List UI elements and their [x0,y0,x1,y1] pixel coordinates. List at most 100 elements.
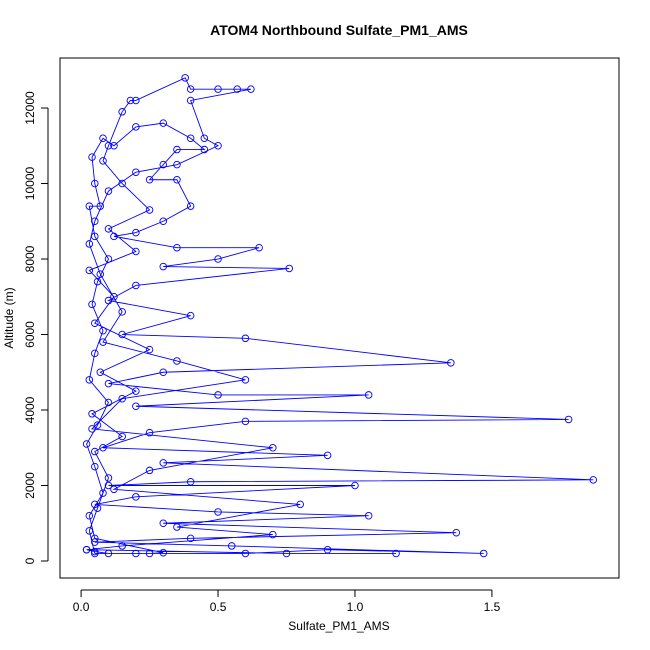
data-point [159,160,168,169]
data-point [132,387,140,395]
data-point [110,293,118,301]
data-point [91,547,99,556]
data-point [91,500,99,509]
data-point [99,326,107,335]
data-point [186,96,195,105]
data-point [269,444,277,452]
data-point [91,217,99,226]
y-tick-label: 4000 [23,396,37,423]
data-point [85,527,94,535]
data-point [214,85,222,93]
data-point [104,142,113,150]
data-point [85,266,94,275]
data-point [145,175,154,184]
x-tick-label: 1.5 [484,600,501,614]
data-point [132,168,140,176]
data-point [88,153,96,161]
data-point [118,330,126,339]
y-tick-label: 8000 [23,245,37,272]
data-point [96,202,105,210]
data-point [159,217,168,226]
data-point [233,85,241,93]
data-point [88,300,96,309]
data-point [200,145,209,154]
data-point [91,447,99,456]
data-point [82,440,91,448]
x-axis-label: Sulfate_PM1_AMS [288,619,389,633]
data-point [91,462,99,471]
data-point [118,108,126,116]
data-point [99,134,107,142]
data-point [255,243,263,252]
data-point [104,255,113,263]
data-point [241,334,250,343]
data-point [181,74,189,82]
data-point [104,296,113,305]
data-point [200,134,209,142]
data-point [118,542,126,550]
data-point [110,232,118,241]
data-point [159,119,168,127]
data-point [132,281,140,290]
data-point [91,179,99,188]
data-point [159,459,168,467]
data-point [447,359,455,367]
data-point [132,493,140,501]
data-point [285,264,293,273]
data-point [159,548,168,557]
data-point [85,202,94,210]
data-point [104,187,113,195]
data-point [173,175,181,184]
data-point [145,345,154,354]
data-point [173,523,181,531]
data-point [91,538,99,546]
data-point [118,179,126,188]
data-point [282,549,291,558]
x-tick-label: 0.0 [73,600,90,614]
data-point [85,511,94,520]
data-point [110,142,118,150]
data-point [96,368,105,377]
data-point [85,240,94,248]
y-tick-label: 0 [23,557,37,564]
data-point [91,549,99,558]
y-axis-label: Altitude (m) [2,287,16,348]
data-point [214,142,222,150]
data-point [126,96,135,105]
data-line [86,77,594,554]
data-point [186,202,195,210]
data-point [110,485,118,494]
data-point [132,228,140,237]
data-point [99,157,107,165]
data-point [241,417,250,426]
data-point [247,85,255,93]
data-point [91,319,99,327]
plot-frame [59,57,620,579]
data-point [269,530,277,539]
data-point [99,444,107,452]
data-point [104,398,113,407]
data-point [159,368,168,377]
y-tick-label: 6000 [23,321,37,348]
data-point [186,134,195,142]
data-point [104,474,113,482]
data-point [145,428,154,437]
data-point [173,243,181,252]
data-point [104,379,113,388]
data-point [186,477,195,486]
data-point [241,376,250,384]
data-point [296,500,304,509]
data-point [564,415,573,424]
data-point [104,225,113,233]
y-tick-label: 10000 [23,167,37,201]
data-point [99,338,107,346]
data-point [173,160,181,169]
y-tick-label: 2000 [23,472,37,499]
data-point [145,466,154,475]
data-point [104,549,113,558]
data-point [392,549,400,558]
chart-title: ATOM4 Northbound Sulfate_PM1_AMS [210,22,468,38]
data-point [118,394,126,403]
data-point [88,410,96,418]
